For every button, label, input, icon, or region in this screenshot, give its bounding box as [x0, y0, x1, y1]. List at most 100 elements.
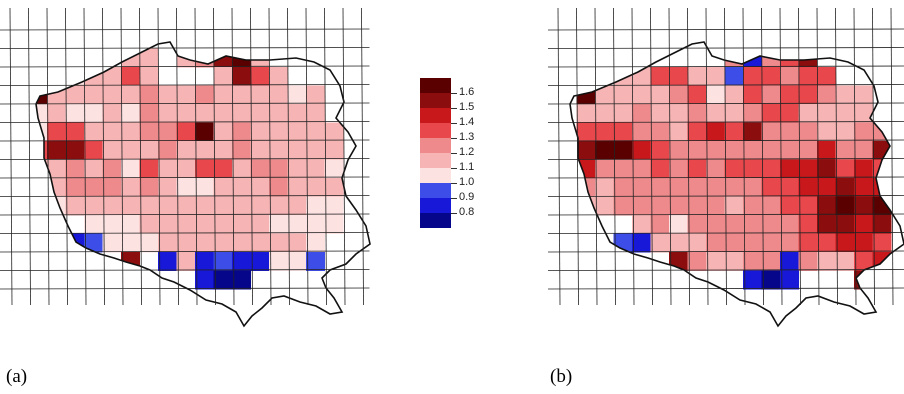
map-cell	[287, 141, 307, 160]
map-cell	[743, 270, 762, 290]
map-cell	[232, 122, 251, 142]
map-cell	[669, 159, 688, 179]
map-cell	[139, 104, 159, 123]
grid-meridian	[557, 7, 561, 306]
map-cell	[650, 196, 670, 216]
map-cell	[706, 67, 725, 86]
grid-parallel	[0, 121, 370, 123]
map-cell	[158, 85, 177, 105]
map-cell	[269, 196, 288, 216]
map-cell	[761, 159, 781, 179]
legend-tick	[451, 183, 457, 184]
map-cell	[706, 178, 725, 197]
map-cell	[650, 122, 670, 142]
map-cell	[213, 104, 233, 123]
map-cell	[121, 104, 140, 123]
map-cell	[195, 85, 214, 105]
map-cell	[306, 141, 325, 160]
map-cell	[595, 178, 614, 197]
map-cell	[232, 178, 251, 197]
map-cell	[176, 141, 196, 160]
map-cell	[36, 196, 48, 216]
legend-swatch	[420, 168, 451, 183]
map-cell	[47, 122, 66, 142]
map-cell	[121, 196, 140, 216]
grid-meridian	[139, 7, 142, 306]
map-cell	[269, 252, 288, 271]
map-cell	[576, 104, 596, 123]
grid-parallel	[548, 250, 904, 253]
map-cell	[121, 85, 140, 105]
map-cell	[835, 85, 855, 105]
map-cell	[835, 196, 855, 216]
map-cell	[102, 122, 122, 142]
map-cell	[854, 141, 873, 160]
map-cell	[743, 48, 762, 68]
legend-swatch	[420, 138, 451, 153]
map-cell	[36, 159, 48, 179]
map-cell	[576, 122, 596, 142]
map-cell	[324, 178, 344, 197]
map-cell	[65, 104, 85, 123]
map-cell	[232, 270, 251, 290]
grid-meridian	[798, 7, 801, 306]
map-cell	[854, 196, 873, 216]
map-cell	[250, 252, 270, 271]
map-cell	[798, 233, 818, 253]
map-cell	[650, 141, 670, 160]
map-cell	[324, 122, 344, 142]
map-cell	[669, 178, 688, 197]
map-cell	[743, 122, 762, 142]
map-cell	[817, 85, 836, 105]
map-cell	[84, 122, 103, 142]
map-cell	[743, 233, 762, 253]
map-cell	[102, 233, 122, 253]
map-cell	[287, 215, 307, 234]
map-cell	[743, 141, 762, 160]
panel-label-b: (b)	[550, 366, 573, 387]
legend-tick	[451, 168, 457, 169]
map-cell	[121, 215, 140, 234]
grid-meridian	[250, 7, 253, 306]
map-cell	[250, 141, 270, 160]
grid-meridian	[576, 7, 579, 306]
map-cell	[613, 196, 633, 216]
map-cell	[669, 104, 688, 123]
map-cell	[139, 48, 159, 68]
map-cell	[650, 85, 670, 105]
map-cell	[743, 252, 762, 271]
map-cell	[84, 178, 103, 197]
map-cell	[632, 233, 651, 253]
map-cell	[84, 141, 103, 160]
legend-swatch	[420, 123, 451, 138]
map-cell	[724, 196, 744, 216]
map-cell	[632, 104, 651, 123]
map-cell	[102, 104, 122, 123]
legend-tick	[451, 93, 457, 94]
map-cell	[176, 252, 196, 271]
map-cell	[102, 196, 122, 216]
map-cell	[798, 159, 818, 179]
map-cell	[798, 104, 818, 123]
map-cell	[213, 252, 233, 271]
map-cell	[817, 122, 836, 142]
grid-meridian	[176, 7, 179, 306]
map-cell	[761, 104, 781, 123]
map-cell	[613, 85, 633, 105]
map-cell	[269, 233, 288, 253]
map-cell	[632, 85, 651, 105]
map-cell	[213, 159, 233, 179]
map-cell	[176, 85, 196, 105]
legend-label: 1.2	[459, 146, 475, 158]
grid-meridian	[594, 7, 598, 306]
map-cell	[743, 85, 762, 105]
map-cell	[195, 104, 214, 123]
grid-meridian	[9, 7, 13, 306]
map-cell	[250, 215, 270, 234]
map-cell	[250, 67, 270, 86]
map-cell	[176, 233, 196, 253]
map-cell	[102, 67, 122, 86]
map-cell	[817, 252, 836, 271]
map-cell	[706, 104, 725, 123]
grid-meridian	[761, 7, 764, 306]
